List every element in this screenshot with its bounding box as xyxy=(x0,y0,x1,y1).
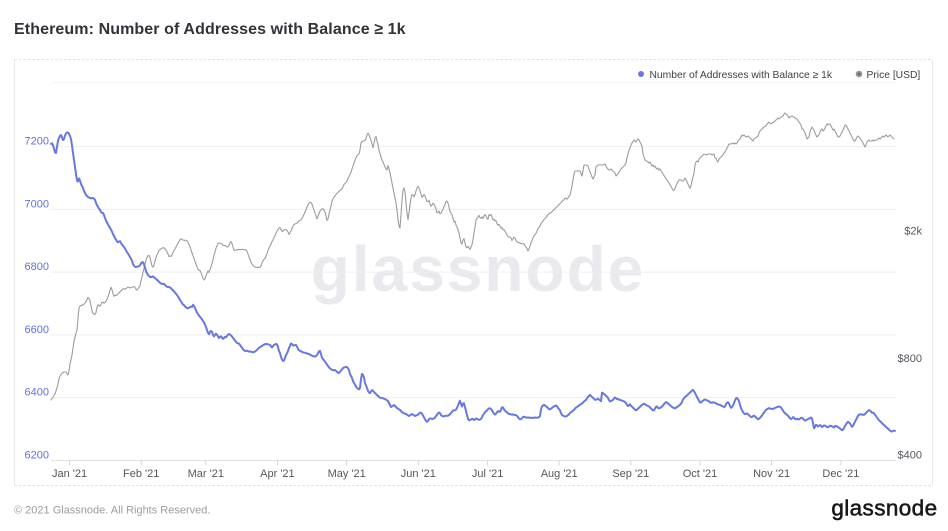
svg-text:© 2021 Glassnode. All Rights R: © 2021 Glassnode. All Rights Reserved. xyxy=(14,505,210,517)
svg-text:Number of Addresses with Balan: Number of Addresses with Balance ≥ 1k xyxy=(650,70,833,81)
svg-text:Aug '21: Aug '21 xyxy=(541,468,578,480)
svg-text:$400: $400 xyxy=(898,450,922,462)
svg-text:$2k: $2k xyxy=(904,226,922,238)
svg-text:Apr '21: Apr '21 xyxy=(260,468,295,480)
svg-text:Sep '21: Sep '21 xyxy=(612,468,649,480)
svg-text:$800: $800 xyxy=(898,353,922,365)
svg-text:Dec '21: Dec '21 xyxy=(822,468,859,480)
svg-text:6600: 6600 xyxy=(25,324,49,336)
svg-text:6800: 6800 xyxy=(25,261,49,273)
svg-text:7000: 7000 xyxy=(25,199,49,211)
svg-text:Oct '21: Oct '21 xyxy=(683,468,718,480)
svg-text:7200: 7200 xyxy=(25,136,49,148)
svg-text:6400: 6400 xyxy=(25,387,49,399)
svg-text:glassnode: glassnode xyxy=(311,233,646,305)
svg-text:Ethereum: Number of Addresses: Ethereum: Number of Addresses with Balan… xyxy=(14,21,406,38)
svg-text:glassnode: glassnode xyxy=(831,495,937,520)
svg-text:Jul '21: Jul '21 xyxy=(472,468,503,480)
svg-text:6200: 6200 xyxy=(25,450,49,462)
svg-text:Nov '21: Nov '21 xyxy=(753,468,790,480)
svg-text:Price [USD]: Price [USD] xyxy=(867,70,921,81)
svg-text:Jan '21: Jan '21 xyxy=(52,468,87,480)
svg-text:May '21: May '21 xyxy=(328,468,366,480)
svg-text:Mar '21: Mar '21 xyxy=(188,468,224,480)
svg-text:Jun '21: Jun '21 xyxy=(401,468,436,480)
svg-text:Feb '21: Feb '21 xyxy=(123,468,159,480)
